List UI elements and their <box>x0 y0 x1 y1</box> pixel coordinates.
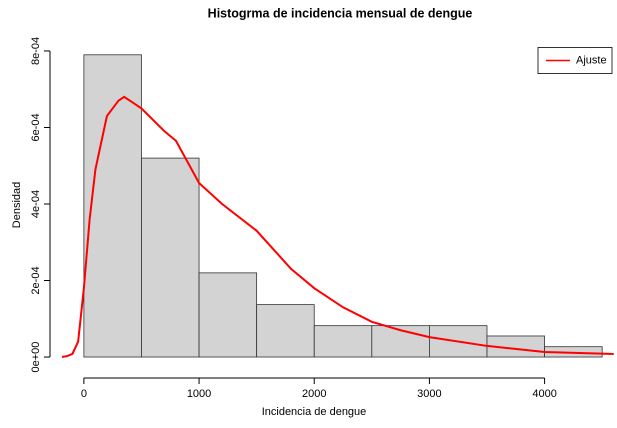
bar <box>83 54 142 358</box>
y-tick-label: 8e-04 <box>30 37 42 65</box>
chart-title: Histogrma de incidencia mensual de dengu… <box>208 6 473 20</box>
x-tick-label: 2000 <box>302 388 326 400</box>
y-tick-label: 6e-04 <box>30 113 42 141</box>
x-tick-label: 0 <box>81 388 87 400</box>
density-line <box>61 95 614 358</box>
bar <box>141 157 200 358</box>
y-tick-label: 2e-04 <box>30 266 42 294</box>
y-tick-label: 0e+00 <box>30 342 42 373</box>
x-tick-label: 4000 <box>532 388 556 400</box>
bar <box>313 325 373 358</box>
x-tick-label: 3000 <box>417 388 441 400</box>
legend-label: Ajuste <box>576 54 607 66</box>
x-axis-label: Incidencia de dengue <box>262 406 367 418</box>
y-axis-label: Densidad <box>11 182 23 228</box>
y-tick-label: 4e-04 <box>30 190 42 218</box>
bar <box>256 304 315 358</box>
bar <box>198 272 258 358</box>
x-tick-label: 1000 <box>187 388 211 400</box>
